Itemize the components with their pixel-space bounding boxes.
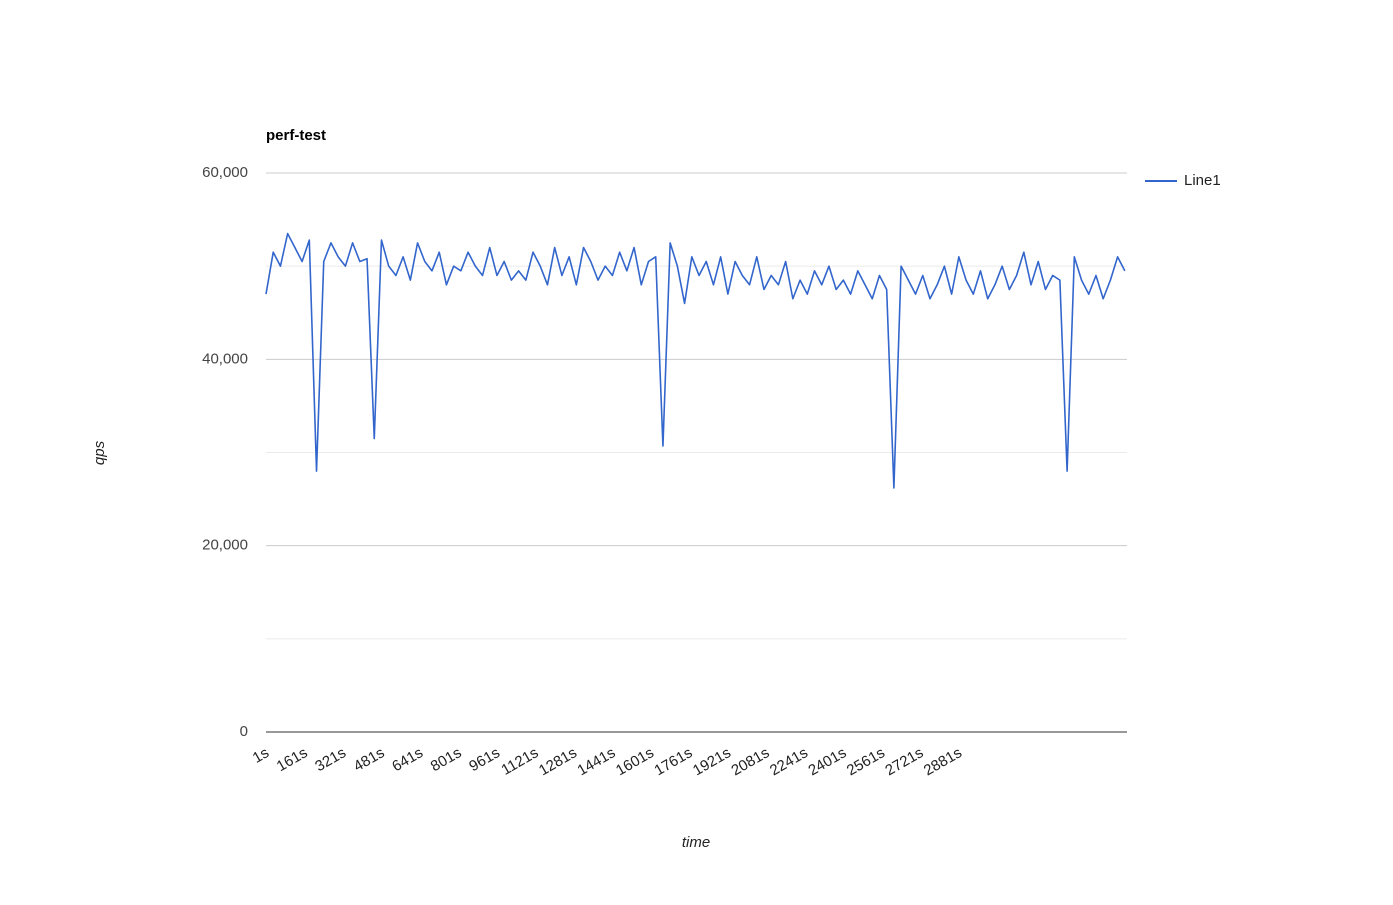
legend-label: Line1: [1184, 172, 1221, 189]
x-tick-label: 1441s: [575, 744, 619, 779]
x-axis-title: time: [682, 834, 710, 851]
x-tick-label: 2081s: [728, 744, 772, 779]
data-line: [265, 232, 1126, 489]
x-tick-label: 1121s: [498, 744, 541, 779]
x-tick-label: 1921s: [690, 744, 734, 779]
x-tick-label: 2721s: [882, 744, 926, 779]
x-tick-label: 321s: [312, 744, 349, 775]
y-tick-label: 0: [240, 723, 248, 740]
x-tick-label: 961s: [466, 744, 503, 775]
x-tick-label: 641s: [389, 744, 426, 775]
x-tick-label: 1601s: [613, 744, 657, 779]
y-tick-label: 40,000: [202, 350, 248, 367]
x-tick-label: 801s: [428, 744, 465, 775]
y-tick-label: 20,000: [202, 537, 248, 554]
x-tick-label: 1761s: [651, 744, 695, 779]
y-axis-title: qps: [91, 440, 108, 465]
y-tick-label: 60,000: [202, 164, 248, 181]
x-tick-label: 2561s: [844, 744, 888, 779]
chart-title: perf-test: [266, 127, 326, 144]
x-tick-label: 2401s: [805, 744, 849, 779]
x-tick-label: 1s: [250, 744, 272, 767]
x-tick-label: 2881s: [921, 744, 965, 779]
x-tick-label: 481s: [351, 744, 388, 775]
x-tick-label: 2241s: [767, 744, 811, 779]
x-tick-label: 161s: [274, 744, 311, 775]
x-tick-label: 1281s: [536, 744, 580, 779]
